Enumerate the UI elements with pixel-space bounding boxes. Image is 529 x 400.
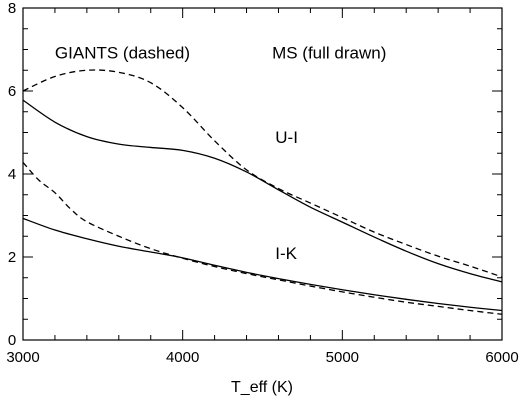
solid-series-line-3 (22, 217, 503, 312)
x-tick-label: 4000 (166, 349, 199, 366)
y-tick-label: 8 (8, 0, 16, 17)
x-axis-label: T_eff (K) (231, 379, 293, 396)
dashed-series-line-2 (22, 69, 503, 278)
y-tick-label: 4 (8, 166, 16, 183)
x-tick-label: 3000 (6, 349, 39, 366)
y-tick-label: 6 (8, 83, 16, 100)
y-tick-label: 0 (8, 332, 16, 349)
solid-series-line-1 (22, 99, 503, 283)
annotation-label: U-I (275, 128, 298, 147)
x-tick-label: 5000 (326, 349, 359, 366)
axis-ticks (22, 7, 503, 341)
series-layer (22, 69, 503, 315)
annotation-label: GIANTS (dashed) (55, 44, 190, 63)
annotation-label: MS (full drawn) (272, 44, 386, 63)
x-tick-label: 6000 (485, 349, 518, 366)
dashed-series-line-4 (22, 161, 503, 315)
axis-tick-labels: 3000 4000 5000 6000 0 2 4 6 8 (6, 0, 518, 366)
annotation-label: I-K (275, 244, 297, 263)
y-tick-label: 2 (8, 249, 16, 266)
annotation-layer: GIANTS (dashed) MS (full drawn) U-I I-K (55, 44, 386, 263)
